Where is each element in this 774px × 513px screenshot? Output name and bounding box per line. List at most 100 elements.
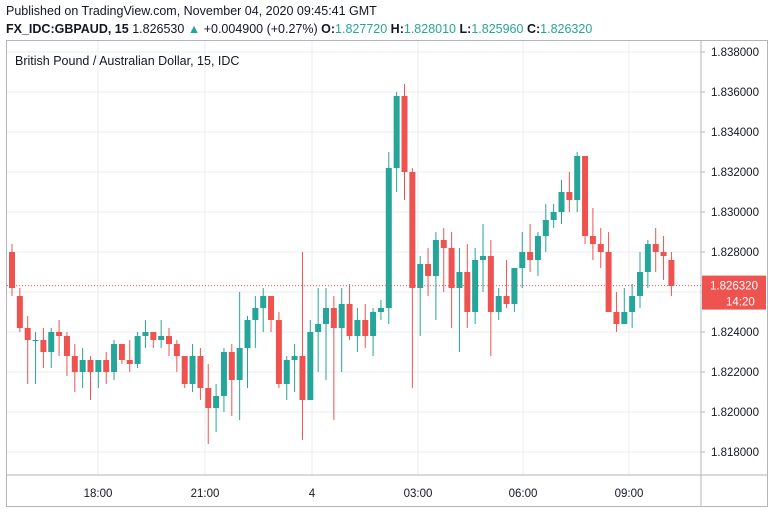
candle-body — [448, 248, 455, 288]
price-change: +0.004900 (+0.27%) — [203, 22, 318, 36]
candle-body — [613, 312, 620, 324]
candle-body — [354, 320, 361, 336]
candle-body — [9, 252, 15, 288]
price-tick-label: 1.818000 — [711, 447, 759, 459]
candle-body — [566, 192, 573, 200]
candle-body — [166, 336, 172, 344]
price-tick-label: 1.820000 — [711, 407, 759, 419]
candle-body — [71, 356, 78, 372]
candle-body — [142, 332, 149, 336]
candle-body — [236, 348, 243, 380]
candle-body — [480, 256, 486, 260]
chart-frame[interactable] — [6, 40, 768, 507]
price-tick-label: 1.834000 — [711, 127, 759, 139]
candle-body — [621, 312, 628, 324]
time-tick-label: 21:00 — [191, 488, 220, 500]
high-value: 1.828010 — [403, 22, 457, 36]
candle-body — [197, 356, 204, 388]
candle-body — [150, 332, 157, 340]
candle-body — [456, 272, 463, 288]
candle-body — [118, 344, 125, 360]
candle-body — [527, 252, 534, 260]
candle-body — [440, 240, 447, 248]
candle-body — [205, 388, 212, 408]
candle-body — [87, 360, 94, 372]
candle-body — [40, 340, 47, 352]
candle-body — [228, 352, 235, 380]
candle-body — [487, 256, 494, 312]
candle-body — [503, 296, 510, 304]
price-tick-label: 1.828000 — [711, 247, 759, 259]
candle-body — [244, 320, 251, 348]
low-label: L: — [459, 22, 472, 36]
candle-body — [252, 308, 259, 320]
candle-body — [464, 272, 471, 312]
candle-body — [103, 360, 110, 372]
candle-body — [260, 296, 267, 308]
close-value: 1.826320 — [540, 22, 593, 36]
last-price-tag: 1.826320 14:20 — [702, 275, 766, 310]
countdown-timer: 14:20 — [726, 297, 755, 309]
candle-body — [181, 356, 188, 384]
candle-body — [370, 312, 377, 336]
candle-body — [644, 244, 651, 272]
candle-body — [95, 360, 102, 372]
symbol-label: FX_IDC:GBPAUD, 15 — [6, 22, 129, 36]
candle-body — [63, 336, 70, 356]
candle-body — [582, 156, 589, 236]
candle-body — [550, 212, 557, 220]
candle-body — [534, 236, 541, 260]
candle-body — [495, 296, 502, 312]
quote-bar: FX_IDC:GBPAUD, 15 1.826530 ▲ +0.004900 (… — [6, 22, 592, 36]
candle-body — [652, 244, 659, 252]
candle-body — [32, 340, 39, 341]
candle-body — [432, 240, 439, 276]
last-price-tag-value: 1.826320 — [710, 281, 758, 293]
price-tick-label: 1.838000 — [711, 47, 759, 59]
candle-body — [605, 252, 612, 312]
candle-body — [291, 356, 298, 360]
price-tick-label: 1.824000 — [711, 327, 759, 339]
close-label: C: — [526, 22, 541, 36]
candle-body — [597, 244, 604, 252]
candle-body — [16, 296, 23, 328]
candle-body — [637, 272, 643, 296]
time-tick-label: 4 — [309, 488, 316, 500]
candle-body — [425, 264, 432, 276]
candle-body — [189, 356, 196, 384]
price-tick-label: 1.830000 — [711, 207, 759, 219]
time-tick-label: 06:00 — [509, 488, 538, 500]
time-tick-label: 18:00 — [84, 488, 113, 500]
time-tick-label: 03:00 — [404, 488, 433, 500]
price-axis[interactable]: 1.8180001.8200001.8220001.8240001.826000… — [701, 47, 759, 459]
change-up-icon: ▲ — [187, 22, 201, 36]
candle-body — [275, 320, 282, 384]
time-tick-label: 09:00 — [615, 488, 644, 500]
candle-body — [417, 264, 424, 288]
chart-title: British Pound / Australian Dollar, 15, I… — [15, 54, 239, 68]
open-label: O: — [321, 22, 336, 36]
open-value: 1.827720 — [335, 22, 388, 36]
candle-body — [409, 172, 416, 288]
candle-body — [111, 344, 118, 372]
candle-body — [385, 168, 392, 308]
candle-body — [158, 336, 165, 340]
low-value: 1.825960 — [471, 22, 524, 36]
candle-body — [338, 304, 345, 328]
candles — [9, 84, 675, 444]
price-tick-label: 1.822000 — [711, 367, 759, 379]
candle-body — [519, 252, 526, 268]
last-price-tag-bg — [702, 275, 766, 310]
price-tick-label: 1.832000 — [711, 167, 759, 179]
candle-body — [346, 304, 353, 336]
candle-body — [660, 252, 667, 256]
candle-body — [299, 356, 306, 400]
candle-body — [79, 360, 86, 372]
candle-body — [401, 96, 408, 172]
published-caption: Published on TradingView.com, November 0… — [6, 4, 377, 18]
time-axis[interactable]: 18:00 21:00 4 03:00 06:00 09:00 — [84, 488, 644, 500]
candle-body — [668, 260, 675, 286]
last-price: 1.826530 — [132, 22, 185, 36]
candle-body — [307, 332, 314, 400]
